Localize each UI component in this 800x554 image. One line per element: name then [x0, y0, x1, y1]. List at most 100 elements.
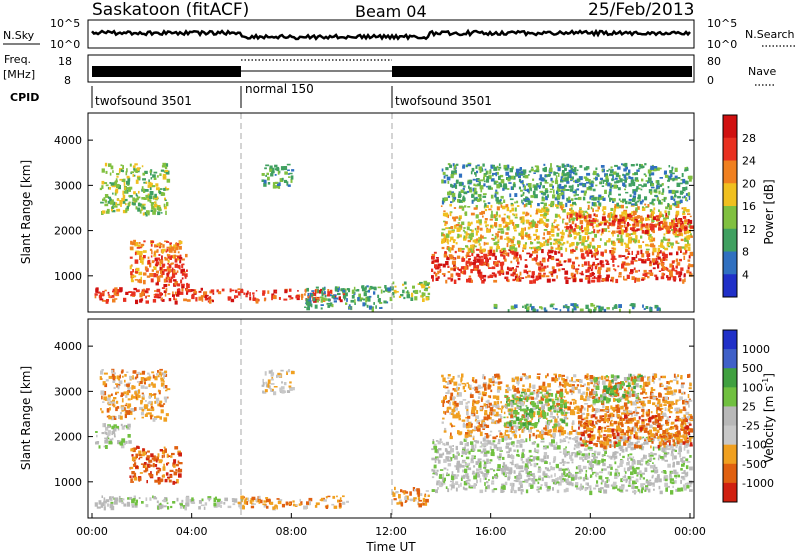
data-cell	[543, 474, 548, 478]
data-cell	[549, 242, 553, 246]
data-cell	[342, 501, 346, 505]
data-cell	[163, 446, 166, 449]
data-cell	[126, 205, 129, 209]
data-cell	[101, 299, 106, 302]
data-cell	[525, 211, 528, 216]
data-cell	[498, 224, 502, 228]
frequency-panel: Freq. [MHz] 18 8 80 0 Nave	[3, 53, 776, 87]
data-cell	[155, 183, 159, 187]
data-cell	[592, 461, 596, 464]
data-cell	[542, 440, 545, 443]
data-cell	[186, 283, 190, 289]
data-cell	[543, 212, 548, 217]
data-cell	[475, 165, 478, 169]
data-cell	[108, 375, 112, 379]
data-cell	[546, 278, 551, 283]
data-cell	[509, 193, 512, 198]
data-cell	[123, 181, 126, 186]
data-cell	[474, 184, 479, 187]
data-cell	[163, 403, 166, 405]
data-cell	[143, 462, 147, 465]
data-cell	[615, 218, 618, 221]
data-cell	[450, 457, 453, 462]
data-cell	[173, 272, 178, 275]
data-cell	[633, 191, 637, 195]
data-cell	[668, 189, 673, 194]
data-cell	[647, 204, 650, 208]
data-cell	[144, 382, 146, 385]
data-cell	[669, 263, 673, 268]
data-cell	[459, 441, 463, 443]
data-cell	[662, 236, 666, 241]
data-cell	[432, 257, 435, 260]
data-cell	[452, 474, 456, 479]
data-cell	[607, 471, 611, 475]
data-cell	[626, 256, 629, 259]
data-cell	[466, 464, 469, 468]
data-cell	[614, 485, 618, 489]
data-cell	[619, 486, 623, 490]
data-cell	[283, 298, 288, 301]
velocity-data-layer	[94, 368, 694, 511]
data-cell	[643, 442, 645, 446]
data-cell	[661, 272, 664, 276]
data-cell	[675, 204, 678, 207]
data-cell	[624, 188, 626, 191]
data-cell	[201, 498, 204, 502]
data-cell	[568, 196, 571, 201]
data-cell	[650, 191, 653, 195]
data-cell	[162, 371, 166, 376]
data-cell	[586, 456, 589, 460]
data-cell	[101, 410, 104, 414]
data-cell	[492, 476, 494, 480]
data-cell	[457, 233, 460, 238]
data-cell	[437, 271, 440, 275]
data-cell	[603, 489, 608, 494]
data-cell	[591, 254, 594, 258]
data-cell	[144, 413, 148, 417]
data-cell	[163, 454, 165, 458]
data-cell	[536, 254, 538, 259]
data-cell	[148, 412, 152, 415]
data-cell	[632, 231, 637, 235]
data-cell	[350, 299, 354, 303]
data-cell	[529, 224, 534, 229]
data-cell	[148, 195, 153, 199]
data-cell	[688, 243, 691, 247]
data-cell	[648, 244, 650, 247]
data-cell	[574, 172, 578, 176]
data-cell	[103, 500, 107, 504]
data-cell	[648, 223, 652, 228]
data-cell	[138, 190, 140, 194]
data-cell	[480, 450, 484, 454]
data-cell	[597, 206, 600, 210]
data-cell	[635, 179, 639, 182]
data-cell	[645, 229, 649, 235]
data-cell	[564, 276, 568, 280]
data-cell	[127, 398, 131, 401]
data-cell	[180, 279, 183, 284]
data-cell	[231, 289, 235, 292]
data-cell	[160, 504, 164, 509]
data-cell	[110, 416, 114, 421]
data-cell	[661, 198, 664, 201]
data-cell	[535, 228, 538, 233]
data-cell	[520, 490, 523, 495]
data-cell	[123, 440, 126, 446]
data-cell	[539, 242, 542, 244]
data-cell	[321, 292, 324, 297]
data-cell	[143, 240, 146, 243]
data-cell	[237, 288, 242, 290]
data-cell	[580, 273, 584, 276]
data-cell	[565, 478, 569, 484]
data-cell	[550, 177, 553, 182]
data-cell	[552, 185, 554, 189]
data-cell	[157, 296, 161, 299]
data-cell	[612, 198, 615, 202]
data-cell	[516, 475, 520, 480]
data-cell	[577, 476, 581, 480]
data-cell	[641, 278, 645, 281]
data-cell	[126, 168, 128, 173]
sky-noise-frame	[87, 19, 695, 49]
data-cell	[523, 269, 527, 274]
